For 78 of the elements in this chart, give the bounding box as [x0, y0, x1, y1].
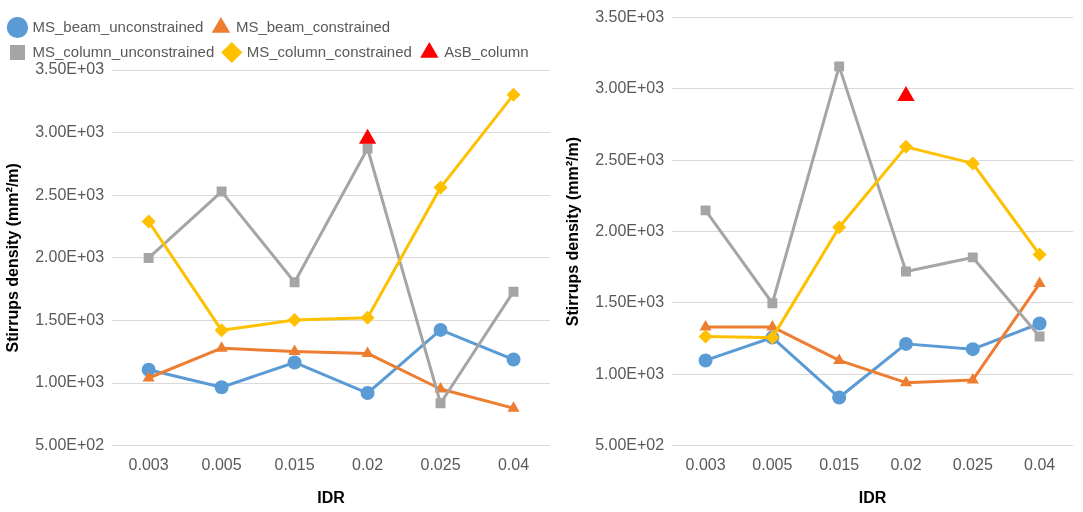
point — [898, 139, 913, 154]
point — [698, 353, 713, 368]
point — [143, 252, 154, 263]
point — [215, 341, 228, 352]
x-tick-label: 0.005 — [752, 455, 793, 473]
point — [834, 61, 845, 72]
legend-label: MS_beam_unconstrained — [32, 17, 204, 35]
point — [214, 323, 229, 338]
point — [506, 87, 521, 102]
legend-label: MS_column_constrained — [246, 42, 412, 60]
point — [898, 336, 913, 351]
point — [901, 266, 911, 277]
legend-label: MS_beam_constrained — [235, 17, 391, 35]
point — [433, 180, 448, 195]
y-tick-label: 2.00E+03 — [595, 222, 665, 240]
y-tick-label: 3.00E+03 — [595, 79, 665, 97]
y-tick-label: 1.00E+03 — [35, 373, 105, 391]
point — [289, 277, 300, 288]
x-tick-label: 0.04 — [1024, 455, 1056, 473]
y-tick-label: 3.50E+03 — [35, 60, 105, 78]
point — [362, 143, 373, 154]
y-tick-label: 1.50E+03 — [595, 293, 665, 311]
y-tick-label: 2.50E+03 — [35, 185, 105, 203]
point — [435, 398, 446, 409]
y-tick-label: 2.50E+03 — [595, 150, 665, 168]
point — [1034, 331, 1045, 342]
point — [214, 380, 229, 395]
point — [1032, 316, 1047, 331]
y-tick-label: 1.00E+03 — [595, 364, 665, 382]
legend-label: MS_column_unconstrained — [32, 42, 215, 60]
point — [899, 375, 913, 387]
x-tick-label: 0.025 — [420, 455, 461, 473]
x-tick-label: 0.02 — [351, 455, 384, 473]
point — [142, 370, 155, 382]
x-tick-label: 0.003 — [128, 455, 169, 473]
point — [967, 252, 978, 263]
x-axis-title: IDR — [317, 488, 346, 506]
point — [361, 346, 374, 357]
point — [141, 214, 156, 229]
y-axis-title: Stirrups density (mm²/m) — [4, 163, 22, 353]
point — [508, 286, 519, 297]
point — [965, 156, 980, 171]
y-tick-label: 2.00E+03 — [35, 248, 105, 266]
y-tick-label: 3.00E+03 — [35, 123, 105, 141]
x-tick-label: 0.015 — [819, 455, 860, 473]
y-tick-label: 5.00E+02 — [35, 436, 105, 454]
point — [433, 322, 448, 337]
y-tick-label: 3.50E+03 — [595, 8, 665, 26]
point — [506, 352, 521, 367]
point — [360, 386, 375, 401]
y-axis-title: Stirrups density (mm²/m) — [564, 136, 582, 327]
x-tick-label: 0.02 — [890, 455, 922, 473]
x-tick-label: 0.003 — [685, 455, 726, 473]
point — [360, 310, 375, 325]
x-tick-label: 0.04 — [497, 455, 530, 473]
point — [965, 342, 980, 357]
point — [507, 401, 520, 412]
point — [699, 319, 712, 331]
point — [287, 355, 302, 370]
point — [288, 344, 301, 355]
point — [966, 372, 979, 384]
legend-label: AsB_column — [444, 42, 529, 60]
x-tick-label: 0.015 — [274, 455, 315, 473]
point — [1033, 276, 1046, 288]
point — [216, 186, 227, 197]
point — [832, 390, 847, 405]
point — [767, 298, 778, 309]
x-tick-label: 0.025 — [952, 455, 993, 473]
point — [698, 329, 713, 344]
point — [700, 205, 711, 216]
x-axis-title: IDR — [858, 488, 887, 506]
y-tick-label: 5.00E+02 — [595, 436, 665, 454]
point — [833, 353, 846, 364]
point — [287, 313, 302, 328]
y-tick-label: 1.50E+03 — [35, 310, 105, 328]
point — [832, 220, 847, 235]
x-tick-label: 0.005 — [201, 455, 242, 473]
point — [1032, 247, 1047, 262]
